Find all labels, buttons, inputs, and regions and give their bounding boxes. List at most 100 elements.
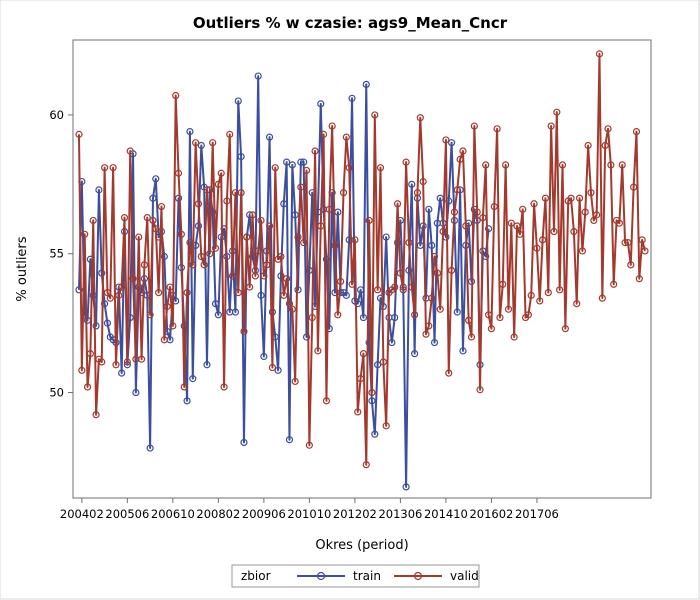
data-point-train <box>280 200 288 208</box>
data-point-valid <box>513 222 521 230</box>
x-tick-label: 201706 <box>515 507 559 521</box>
data-point-valid <box>433 269 441 277</box>
data-point-valid <box>362 461 370 469</box>
data-point-valid <box>300 239 308 247</box>
data-point-valid <box>294 233 302 241</box>
data-point-valid <box>226 130 234 138</box>
legend-box <box>231 564 480 588</box>
data-point-train <box>98 269 106 277</box>
data-point-valid <box>209 139 217 147</box>
data-point-valid <box>570 227 578 236</box>
data-point-train <box>300 158 308 166</box>
data-point-valid <box>160 336 168 344</box>
data-point-valid <box>143 214 151 222</box>
data-point-valid <box>393 200 402 208</box>
data-point-train <box>75 286 83 294</box>
data-point-valid <box>524 311 532 319</box>
data-point-train <box>118 369 126 377</box>
data-point-valid <box>314 347 322 355</box>
data-point-valid <box>192 139 200 147</box>
y-tick-label: 55 <box>49 247 64 261</box>
data-point-train <box>135 283 143 291</box>
data-point-train <box>180 322 188 330</box>
legend-title: zbior <box>241 569 271 583</box>
data-point-train <box>411 350 419 358</box>
data-point-valid <box>584 141 592 150</box>
data-point-valid <box>169 322 177 330</box>
data-point-valid <box>251 272 259 280</box>
data-point-valid <box>246 283 254 291</box>
data-point-valid <box>547 122 555 130</box>
data-point-valid <box>155 288 163 297</box>
data-point-valid <box>359 350 368 358</box>
data-point-valid <box>106 294 114 302</box>
data-point-valid <box>265 222 274 230</box>
data-point-valid <box>624 239 632 247</box>
data-point-valid <box>308 313 316 322</box>
y-tick-label: 50 <box>49 386 64 400</box>
data-point-valid <box>166 283 174 291</box>
data-point-train <box>430 338 439 347</box>
data-point-valid <box>146 311 154 319</box>
data-point-valid <box>285 300 294 308</box>
data-point-valid <box>470 122 478 130</box>
data-point-valid <box>408 283 416 291</box>
x-tick-label: 200906 <box>242 507 286 521</box>
data-point-valid <box>302 166 311 175</box>
data-point-valid <box>573 300 581 308</box>
data-point-train <box>425 205 433 213</box>
data-point-train <box>152 175 160 183</box>
data-point-valid <box>456 155 464 163</box>
data-point-valid <box>103 288 112 297</box>
data-point-valid <box>291 377 299 386</box>
data-point-train <box>408 180 416 188</box>
data-point-train <box>277 272 285 280</box>
data-point-valid <box>467 333 476 341</box>
data-point-train <box>100 300 109 308</box>
x-tick-label: 200402 <box>60 507 104 521</box>
data-point-valid <box>504 305 513 313</box>
data-point-valid <box>140 261 149 269</box>
data-point-valid <box>112 361 120 369</box>
data-point-valid <box>109 164 117 172</box>
data-point-valid <box>288 305 296 313</box>
data-point-train <box>197 141 205 150</box>
data-point-valid <box>214 180 222 188</box>
data-point-valid <box>328 122 336 130</box>
data-point-valid <box>581 208 589 216</box>
x-tick-label: 200506 <box>105 507 149 521</box>
data-point-valid <box>311 147 319 155</box>
data-point-valid <box>297 183 305 191</box>
data-point-valid <box>322 397 331 405</box>
x-tick-label: 200610 <box>151 507 195 521</box>
data-point-valid <box>465 316 473 324</box>
data-point-train <box>484 225 493 233</box>
data-point-valid <box>177 230 185 238</box>
data-point-train <box>371 430 379 438</box>
data-point-valid <box>519 205 527 213</box>
data-point-train <box>234 97 242 105</box>
data-point-train <box>382 233 390 241</box>
data-point-train <box>254 72 262 80</box>
data-point-train <box>149 194 157 202</box>
data-point-valid <box>541 194 550 202</box>
data-point-valid <box>98 358 106 366</box>
data-point-valid <box>601 141 609 150</box>
data-point-train <box>297 158 305 166</box>
data-point-valid <box>305 441 313 449</box>
data-point-valid <box>92 411 100 419</box>
data-point-valid <box>268 363 277 372</box>
data-point-valid <box>260 272 268 280</box>
data-point-valid <box>510 333 518 341</box>
data-point-valid <box>100 164 109 172</box>
data-point-valid <box>556 286 564 294</box>
data-point-valid <box>206 250 214 258</box>
data-point-valid <box>607 161 615 169</box>
data-point-valid <box>203 186 211 194</box>
x-axis: 200402 200506 200610 200802 200906 201010 2012… <box>60 498 559 521</box>
data-point-train <box>274 366 282 374</box>
data-point-train <box>189 375 197 383</box>
data-point-valid <box>422 330 430 338</box>
data-point-train <box>393 239 402 247</box>
data-point-valid <box>507 219 515 227</box>
